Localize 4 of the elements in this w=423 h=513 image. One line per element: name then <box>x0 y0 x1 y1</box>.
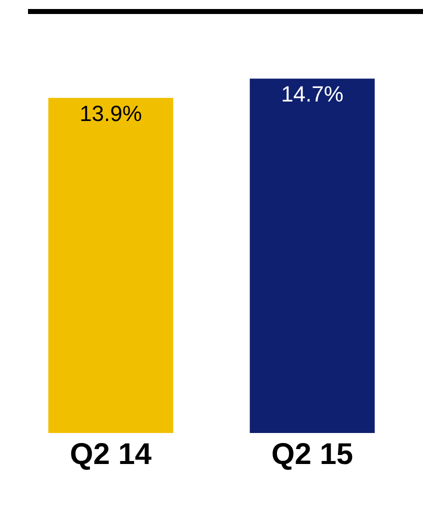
data-label: 13.9% <box>80 100 142 126</box>
x-tick-label: Q2 15 <box>271 438 354 471</box>
data-label: 14.7% <box>281 82 344 107</box>
x-tick-label: Q2 14 <box>70 438 152 471</box>
